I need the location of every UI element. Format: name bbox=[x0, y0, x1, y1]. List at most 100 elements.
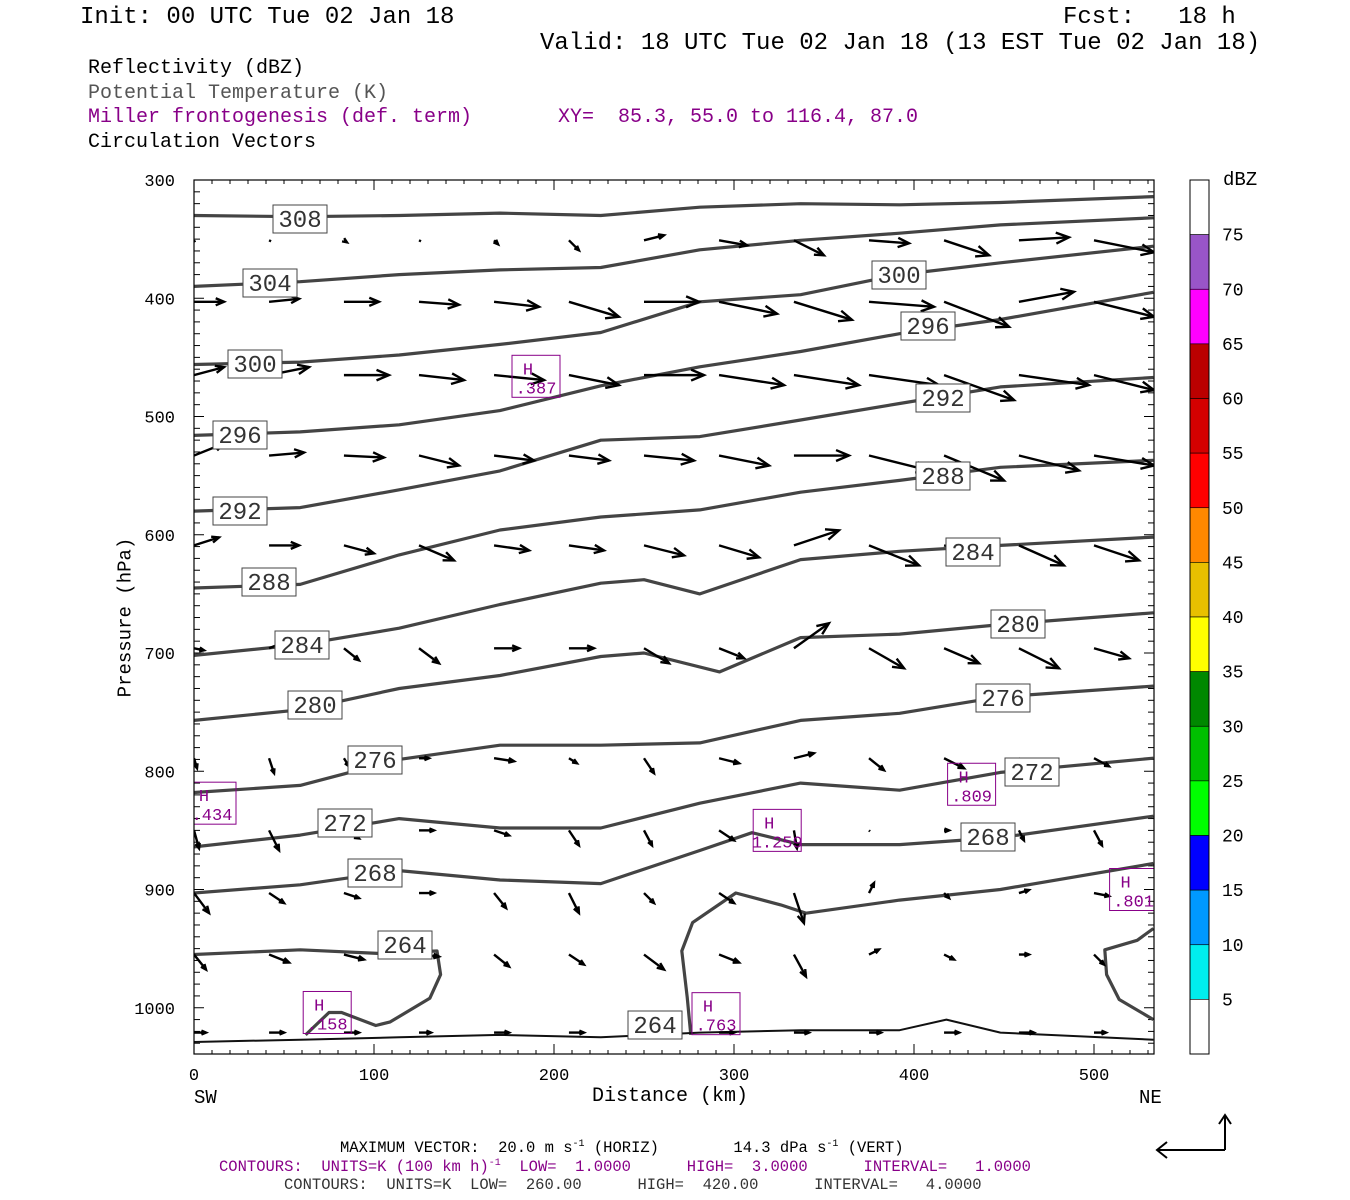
isentrope-label-box bbox=[212, 496, 268, 526]
colorbar-label: 55 bbox=[1222, 445, 1244, 465]
vector-arrowhead bbox=[1060, 287, 1077, 301]
vector-arrowhead bbox=[990, 469, 1007, 482]
vector-arrowhead bbox=[732, 758, 743, 766]
isentrope-label-box bbox=[945, 537, 1001, 567]
vector-arrowhead bbox=[200, 963, 208, 972]
wind-vector bbox=[419, 889, 438, 897]
vector-shaft bbox=[343, 953, 365, 961]
wind-vector bbox=[1018, 231, 1073, 245]
vector-shaft bbox=[493, 892, 507, 909]
isentrope-label-box bbox=[627, 1010, 683, 1040]
vector-arrowhead bbox=[431, 656, 442, 666]
fronto-max-label: H bbox=[523, 361, 533, 380]
vector-arrowhead bbox=[671, 546, 687, 559]
vector-arrowhead bbox=[525, 299, 543, 312]
vector-arrowhead bbox=[522, 453, 538, 465]
vector-arrowhead bbox=[1124, 550, 1142, 563]
vector-arrowhead bbox=[357, 954, 367, 962]
vector-arrowhead bbox=[571, 758, 580, 765]
wind-vector bbox=[868, 299, 938, 313]
vector-arrowhead bbox=[1098, 959, 1107, 967]
vector-arrowhead bbox=[596, 453, 612, 465]
colorbar-label: 60 bbox=[1222, 391, 1244, 411]
wind-vector bbox=[643, 892, 657, 906]
wind-vector bbox=[1093, 454, 1154, 470]
wind-vector bbox=[194, 646, 208, 653]
wind-vector bbox=[1018, 888, 1032, 895]
vector-arrowhead bbox=[1140, 457, 1154, 470]
vector-shaft bbox=[493, 953, 510, 968]
wind-vector bbox=[493, 372, 548, 386]
wind-vector bbox=[568, 373, 622, 390]
isentrope-label: 296 bbox=[218, 424, 261, 451]
wind-vector bbox=[194, 953, 208, 972]
wind-vector bbox=[1092, 829, 1104, 849]
colorbar-swatch bbox=[1189, 179, 1210, 235]
wind-vector bbox=[493, 453, 538, 465]
vector-arrowhead bbox=[578, 1029, 588, 1036]
wind-vector bbox=[869, 1029, 885, 1036]
wind-vector bbox=[1017, 829, 1026, 844]
wind-vector bbox=[792, 830, 800, 852]
wind-vector bbox=[493, 757, 518, 764]
vector-shaft bbox=[268, 953, 290, 964]
wind-vector bbox=[792, 892, 806, 926]
isentrope-296 bbox=[194, 290, 1154, 437]
fronto-max-label: H bbox=[703, 999, 713, 1018]
wind-vector bbox=[269, 1029, 288, 1036]
wind-vector bbox=[718, 647, 747, 660]
vector-shaft bbox=[568, 544, 605, 552]
vector-shaft bbox=[868, 647, 905, 670]
init-time: Init: 00 UTC Tue 02 Jan 18 bbox=[80, 4, 455, 31]
vector-arrowhead bbox=[578, 959, 587, 967]
wind-vector bbox=[343, 451, 388, 463]
wind-vector bbox=[718, 953, 742, 964]
vector-shaft bbox=[194, 365, 225, 377]
isentrope-label: 284 bbox=[280, 634, 323, 661]
isentrope-label: 284 bbox=[951, 541, 994, 568]
wind-vector bbox=[419, 1029, 435, 1036]
wind-vector bbox=[568, 757, 580, 765]
vector-arrowhead bbox=[685, 295, 703, 309]
wind-vector bbox=[868, 544, 922, 567]
wind-vector bbox=[269, 540, 303, 551]
colorbar-label: 65 bbox=[1222, 336, 1244, 356]
fronto-max-value: .434 bbox=[192, 807, 233, 826]
x-tick-label: 100 bbox=[359, 1067, 390, 1086]
wind-vector bbox=[493, 953, 512, 969]
wind-vector bbox=[943, 454, 1007, 482]
wind-vector bbox=[1093, 300, 1154, 321]
vector-shaft bbox=[718, 300, 778, 315]
vector-arrowhead bbox=[845, 376, 862, 390]
wind-vector bbox=[644, 295, 703, 309]
fronto-max-value: 1.259 bbox=[752, 834, 803, 853]
vector-arrowhead bbox=[215, 297, 228, 307]
wind-vector bbox=[792, 953, 808, 980]
vector-shaft bbox=[493, 454, 535, 462]
reference-vector-icon bbox=[1155, 1113, 1232, 1159]
isentrope-260 bbox=[194, 1018, 1154, 1043]
vector-shaft bbox=[194, 830, 201, 849]
vector-shaft bbox=[1018, 454, 1080, 472]
isentrope-label: 304 bbox=[248, 272, 291, 299]
vector-shaft bbox=[792, 892, 806, 924]
fronto-max-value: .158 bbox=[307, 1016, 348, 1035]
isentrope-308 bbox=[194, 195, 1154, 219]
colorbar-label: 30 bbox=[1222, 718, 1244, 738]
vector-arrowhead bbox=[604, 376, 622, 390]
vector-shaft bbox=[718, 373, 785, 387]
vector-arrowhead bbox=[296, 363, 313, 375]
vector-shaft bbox=[493, 544, 530, 552]
fronto-max-label: H bbox=[764, 815, 774, 834]
isentrope-264 bbox=[1103, 927, 1154, 1021]
vector-shaft bbox=[793, 752, 815, 760]
wind-vector bbox=[643, 953, 667, 972]
fronto-max-label: H bbox=[314, 997, 324, 1016]
vector-arrowhead bbox=[511, 644, 523, 653]
wind-vector bbox=[494, 1029, 513, 1036]
colorbar-swatch bbox=[1189, 616, 1210, 672]
vector-arrowhead bbox=[1028, 1029, 1038, 1036]
isentrope-label: 272 bbox=[323, 812, 366, 839]
vector-arrowhead bbox=[738, 239, 751, 249]
vector-arrowhead bbox=[1118, 650, 1132, 661]
